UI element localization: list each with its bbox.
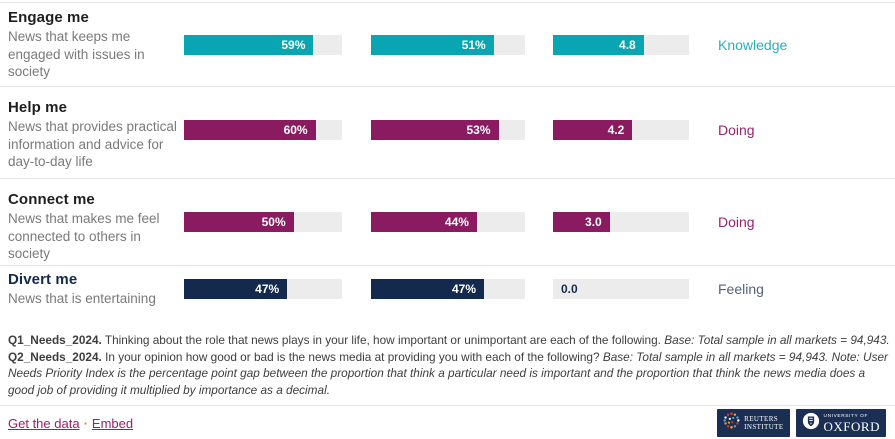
bar-track: 59%: [184, 35, 342, 55]
bar-track: 4.8: [553, 35, 689, 55]
bar-fill: 3.0: [553, 212, 610, 232]
importance-bar: 47%: [184, 279, 342, 299]
row-text: Engage me News that keeps me engaged wit…: [8, 9, 182, 81]
need-title: Help me: [8, 99, 68, 116]
bar-value-label: 0.0: [561, 282, 578, 296]
bar-fill: 50%: [184, 212, 294, 232]
bar-value-label: 4.8: [619, 38, 636, 52]
bar-fill: 4.2: [553, 120, 633, 140]
footnote: Q1_Needs_2024. Thinking about the role t…: [8, 332, 890, 398]
bar-track: 51%: [371, 35, 525, 55]
need-description: News that keeps me engaged with issues i…: [8, 29, 145, 79]
oxford-line2: OXFORD: [823, 418, 880, 434]
oxford-line1: UNIVERSITY OF: [823, 413, 869, 419]
row-help-me: Help me News that provides practical inf…: [0, 86, 895, 178]
need-title: Connect me: [8, 191, 95, 208]
need-description: News that provides practical information…: [8, 119, 177, 169]
bar-fill: 4.8: [553, 35, 644, 55]
category-label: Knowledge: [718, 37, 788, 53]
bar-value-label: 3.0: [585, 215, 602, 229]
bar-fill: 47%: [371, 279, 485, 299]
performance-bar: 53%: [371, 120, 525, 140]
q1-text: Thinking about the role that news plays …: [101, 333, 665, 347]
bar-track: 50%: [184, 212, 342, 232]
bar-track: 47%: [184, 279, 342, 299]
importance-bar: 60%: [184, 120, 342, 140]
oxford-crest-icon: [802, 412, 820, 435]
bar-value-label: 4.2: [607, 123, 625, 137]
oxford-logo-text: UNIVERSITY OF OXFORD: [824, 414, 880, 433]
category-label: Feeling: [718, 281, 764, 297]
get-the-data-link[interactable]: Get the data: [8, 416, 80, 431]
bar-value-label: 53%: [466, 123, 491, 137]
priority-index-bar: 4.8: [553, 35, 689, 55]
need-description: News that makes me feel connected to oth…: [8, 211, 160, 261]
bar-value-label: 59%: [281, 38, 306, 52]
bar-track: 0.0: [553, 279, 689, 299]
bar-track: 53%: [371, 120, 525, 140]
row-text: Divert me News that is entertaining: [8, 271, 182, 308]
reuters-globe-icon: [723, 412, 740, 434]
performance-bar: 47%: [371, 279, 525, 299]
footer-links: Get the data · Embed: [8, 416, 133, 431]
bar-fill: 60%: [184, 120, 316, 140]
row-engage-me: Engage me News that keeps me engaged wit…: [0, 2, 895, 86]
reuters-line1: REUTERS: [744, 415, 779, 423]
q2-text: In your opinion how good or bad is the n…: [101, 349, 603, 364]
bar-track: 44%: [371, 212, 525, 232]
embed-link[interactable]: Embed: [91, 416, 134, 431]
bar-track: 3.0: [553, 212, 689, 232]
priority-index-bar: 0.0: [553, 279, 689, 299]
importance-bar: 59%: [184, 35, 342, 55]
link-separator: ·: [83, 416, 88, 431]
row-text: Connect me News that makes me feel conne…: [8, 191, 182, 263]
performance-bar: 51%: [371, 35, 525, 55]
bar-value-label: 47%: [255, 282, 280, 296]
priority-index-bar: 3.0: [553, 212, 689, 232]
reuters-institute-logo: REUTERS INSTITUTE: [717, 409, 790, 437]
bar-value-label: 50%: [261, 215, 286, 229]
bar-value-label: 60%: [283, 123, 308, 137]
bar-track: 60%: [184, 120, 342, 140]
bar-fill: 59%: [184, 35, 314, 55]
category-label: Doing: [718, 214, 755, 230]
bar-fill: 51%: [371, 35, 494, 55]
bar-value-label: 51%: [461, 38, 486, 52]
need-description: News that is entertaining: [8, 291, 156, 306]
bar-track: 47%: [371, 279, 525, 299]
reuters-logo-text: REUTERS INSTITUTE: [744, 415, 783, 431]
user-needs-chart: Engage me News that keeps me engaged wit…: [0, 2, 895, 332]
category-label: Doing: [718, 122, 755, 138]
priority-index-bar: 4.2: [553, 120, 689, 140]
bar-fill: 47%: [184, 279, 288, 299]
row-text: Help me News that provides practical inf…: [8, 99, 182, 171]
bar-fill: 53%: [371, 120, 499, 140]
q2-label: Q2_Needs_2024.: [8, 349, 102, 364]
bar-value-label: 47%: [452, 282, 477, 296]
need-title: Divert me: [8, 271, 78, 288]
importance-bar: 50%: [184, 212, 342, 232]
need-title: Engage me: [8, 9, 89, 26]
reuters-line2: INSTITUTE: [744, 423, 784, 431]
footer-logos: REUTERS INSTITUTE UNIVERSITY OF OXFORD: [717, 409, 886, 437]
performance-bar: 44%: [371, 212, 525, 232]
row-divert-me: Divert me News that is entertaining 47% …: [0, 265, 895, 332]
q1-label: Q1_Needs_2024.: [8, 333, 102, 347]
bar-track: 4.2: [553, 120, 689, 140]
row-connect-me: Connect me News that makes me feel conne…: [0, 178, 895, 265]
q2-base-note: Base: Total sample in all markets = 94,9…: [8, 349, 888, 397]
bar-fill: 44%: [371, 212, 477, 232]
footer: Get the data · Embed: [0, 405, 895, 439]
bar-value-label: 44%: [444, 215, 469, 229]
oxford-logo: UNIVERSITY OF OXFORD: [795, 409, 886, 437]
q1-base: Base: Total sample in all markets = 94,9…: [664, 333, 890, 347]
